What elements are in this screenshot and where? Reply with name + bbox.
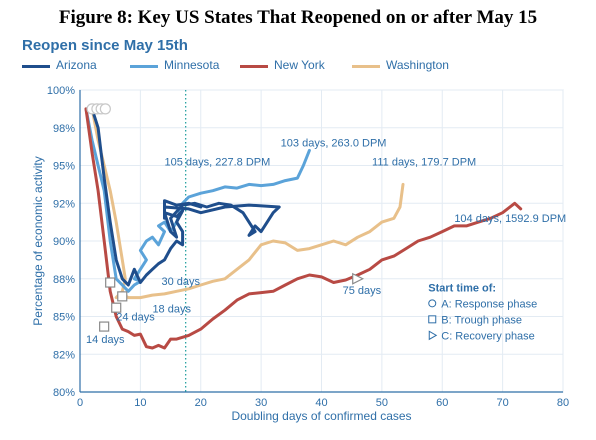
- series-line-minnesota: [84, 107, 311, 293]
- chart-subtitle: Reopen since May 15th: [22, 37, 188, 54]
- legend-label-new-york: New York: [274, 58, 325, 72]
- start-legend-item: A: Response phase: [441, 298, 537, 310]
- x-tick-label: 0: [77, 397, 83, 409]
- series-line-new-york: [84, 107, 523, 350]
- start-legend-item: B: Trough phase: [441, 314, 522, 326]
- legend-label-minnesota: Minnesota: [164, 58, 220, 72]
- legend-swatch-washington: [352, 65, 380, 68]
- y-tick-label: 95%: [53, 161, 75, 173]
- days-label-arizona: 30 days: [162, 276, 201, 288]
- trough-phase-marker: [111, 302, 122, 313]
- x-tick-label: 20: [195, 397, 207, 409]
- y-tick-label: 98%: [53, 123, 75, 135]
- legend-swatch-arizona: [22, 65, 50, 68]
- start-legend-item: C: Recovery phase: [441, 330, 535, 342]
- end-label-minnesota: 103 days, 263.0 DPM: [281, 138, 387, 150]
- series-line-arizona: [90, 107, 281, 287]
- days-label-minnesota: 18 days: [152, 304, 191, 316]
- series-line-washington: [90, 107, 405, 300]
- x-tick-label: 40: [315, 397, 327, 409]
- y-tick-label: 82%: [53, 349, 75, 361]
- x-tick-label: 80: [557, 397, 569, 409]
- recovery-phase-marker: [352, 272, 365, 285]
- x-tick-label: 70: [497, 397, 509, 409]
- response-phase-marker: [99, 103, 111, 115]
- y-tick-label: 80%: [53, 387, 75, 399]
- end-label-washington: 111 days, 179.7 DPM: [372, 157, 476, 169]
- end-label-new-york: 104 days, 1592.9 DPM: [454, 213, 566, 225]
- start-legend-triangle-icon: [428, 330, 438, 341]
- legend: Arizona Minnesota New York Washington: [22, 57, 582, 75]
- legend-label-washington: Washington: [386, 58, 449, 72]
- trough-phase-marker: [105, 277, 116, 288]
- end-label-arizona: 105 days, 227.8 DPM: [165, 157, 271, 169]
- days-label-new-york: 14 days: [86, 334, 125, 346]
- legend-label-arizona: Arizona: [56, 58, 97, 72]
- y-tick-label: 92%: [53, 198, 75, 210]
- y-tick-label: 88%: [53, 274, 75, 286]
- y-tick-label: 100%: [47, 85, 75, 97]
- y-tick-label: 90%: [53, 236, 75, 248]
- x-tick-label: 50: [376, 397, 388, 409]
- start-legend-square-icon: [428, 315, 437, 324]
- x-tick-label: 30: [255, 397, 267, 409]
- days-label-washington: 24 days: [116, 311, 155, 323]
- y-tick-label: 85%: [53, 312, 75, 324]
- start-legend-circle-icon: [428, 299, 437, 308]
- x-tick-label: 60: [436, 397, 448, 409]
- trough-phase-marker: [117, 291, 128, 302]
- y-axis-label: Percentage of economic activity: [31, 156, 45, 325]
- days-label-new-york-recovery: 75 days: [343, 285, 382, 297]
- start-legend-title: Start time of:: [428, 282, 496, 294]
- x-tick-label: 10: [134, 397, 146, 409]
- legend-swatch-minnesota: [130, 65, 158, 68]
- x-axis-label: Doubling days of confirmed cases: [231, 409, 411, 423]
- figure-title: Figure 8: Key US States That Reopened on…: [58, 7, 538, 28]
- trough-phase-marker: [99, 321, 110, 332]
- legend-swatch-new-york: [240, 65, 268, 68]
